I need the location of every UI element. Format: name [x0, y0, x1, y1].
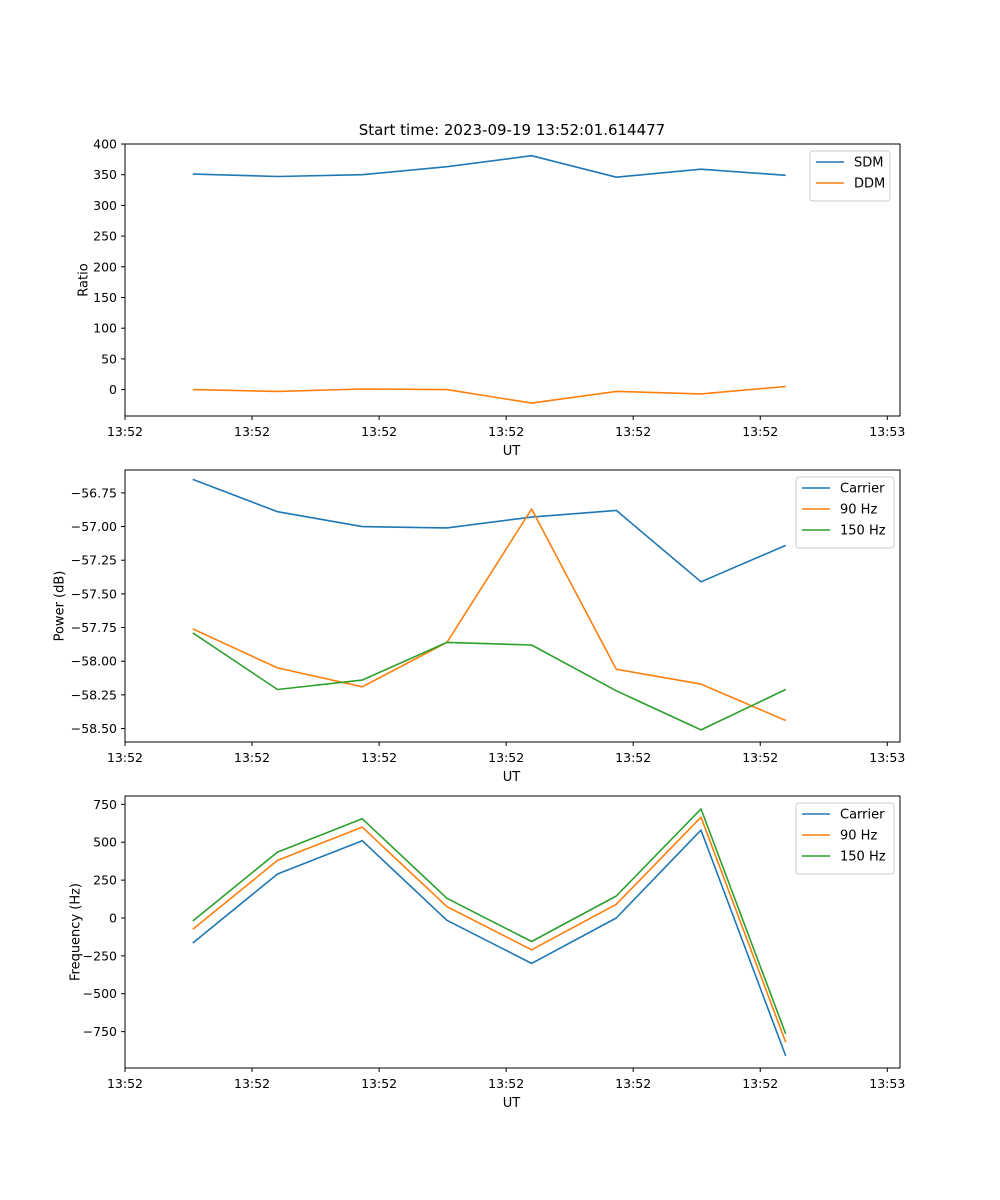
series-line-150-hz	[192, 632, 787, 731]
legend: SDM DDM	[809, 150, 891, 202]
x-tick-label: 13:52	[107, 424, 143, 439]
legend-label: Carrier	[840, 808, 885, 823]
y-tick-label: −250	[83, 948, 117, 963]
x-tick-label: 13:53	[869, 424, 905, 439]
x-tick-label: 13:52	[488, 1076, 524, 1091]
y-tick-label: 300	[93, 198, 117, 213]
x-tick-label: 13:52	[361, 424, 397, 439]
x-tick-label: 13:52	[107, 1076, 143, 1091]
series-line-150-hz	[192, 808, 787, 1035]
y-tick-label: −57.75	[71, 620, 117, 635]
y-tick-label: −500	[83, 986, 117, 1001]
y-tick-label: 0	[109, 910, 117, 925]
series-line-90-hz	[192, 508, 787, 722]
legend-label: Carrier	[840, 482, 885, 497]
x-tick-label: 13:52	[361, 750, 397, 765]
y-tick-label: −56.75	[71, 485, 117, 500]
series-line-90-hz	[192, 816, 787, 1043]
legend-box	[809, 150, 891, 202]
legend: Carrier 90 Hz 150 Hz	[795, 802, 895, 875]
x-axis-label: UT	[503, 444, 521, 459]
y-tick-label: −57.25	[71, 553, 117, 568]
y-axis-label: Frequency (Hz)	[68, 883, 83, 981]
y-tick-label: −58.00	[71, 654, 117, 669]
legend-label: 150 Hz	[840, 524, 886, 539]
legend-label: 90 Hz	[840, 829, 877, 844]
x-tick-label: 13:52	[234, 1076, 270, 1091]
legend-label: 90 Hz	[840, 503, 877, 518]
x-tick-label: 13:52	[234, 750, 270, 765]
y-axis-label: Power (dB)	[53, 571, 68, 642]
series-line-carrier	[192, 829, 787, 1057]
x-tick-label: 13:52	[615, 424, 651, 439]
x-axis-label: UT	[503, 770, 521, 785]
x-tick-label: 13:52	[615, 750, 651, 765]
y-tick-label: −750	[83, 1024, 117, 1039]
y-tick-label: 150	[93, 290, 117, 305]
y-tick-label: 250	[93, 229, 117, 244]
series-line-sdm	[192, 154, 786, 178]
y-tick-label: 200	[93, 259, 117, 274]
legend-label: SDM	[854, 156, 883, 171]
y-tick-label: 50	[101, 351, 117, 366]
x-tick-label: 13:52	[234, 424, 270, 439]
y-tick-label: −58.50	[71, 721, 117, 736]
series-line-carrier	[192, 478, 787, 583]
subplot-2: 13:52 13:52 13:52 13:52 13:52 13:52 13:53 −56.7…	[53, 469, 905, 785]
subplot-1: 13:52 13:52 13:52 13:52 13:52 13:52 13:53 400 35…	[76, 137, 905, 460]
x-tick-label: 13:53	[869, 750, 905, 765]
x-tick-label: 13:52	[488, 424, 524, 439]
x-tick-label: 13:52	[361, 1076, 397, 1091]
x-axis-label: UT	[503, 1096, 521, 1111]
x-tick-label: 13:52	[488, 750, 524, 765]
y-tick-label: 250	[93, 873, 117, 888]
y-tick-label: 0	[109, 382, 117, 397]
legend-label: DDM	[854, 177, 885, 192]
y-tick-label: 500	[93, 835, 117, 850]
y-tick-label: −58.25	[71, 687, 117, 702]
axes-frame	[124, 469, 901, 743]
figure-title: Start time: 2023-09-19 13:52:01.614477	[359, 121, 665, 139]
y-tick-label: 400	[93, 137, 117, 152]
x-tick-label: 13:52	[742, 750, 778, 765]
y-tick-label: 750	[93, 797, 117, 812]
y-tick-label: 350	[93, 167, 117, 182]
y-tick-label: 100	[93, 321, 117, 336]
x-tick-label: 13:52	[615, 1076, 651, 1091]
legend-label: 150 Hz	[840, 850, 886, 865]
x-tick-label: 13:53	[869, 1076, 905, 1091]
x-tick-label: 13:52	[107, 750, 143, 765]
axes-frame	[124, 143, 901, 417]
series-line-ddm	[192, 385, 786, 404]
legend: Carrier 90 Hz 150 Hz	[795, 476, 895, 549]
axes-frame	[124, 795, 901, 1069]
x-tick-label: 13:52	[742, 1076, 778, 1091]
y-tick-label: −57.50	[71, 586, 117, 601]
x-tick-label: 13:52	[742, 424, 778, 439]
y-tick-label: −57.00	[71, 519, 117, 534]
subplot-3: 13:52 13:52 13:52 13:52 13:52 13:52 13:53 750 50…	[68, 795, 905, 1111]
y-axis-label: Ratio	[76, 263, 91, 296]
